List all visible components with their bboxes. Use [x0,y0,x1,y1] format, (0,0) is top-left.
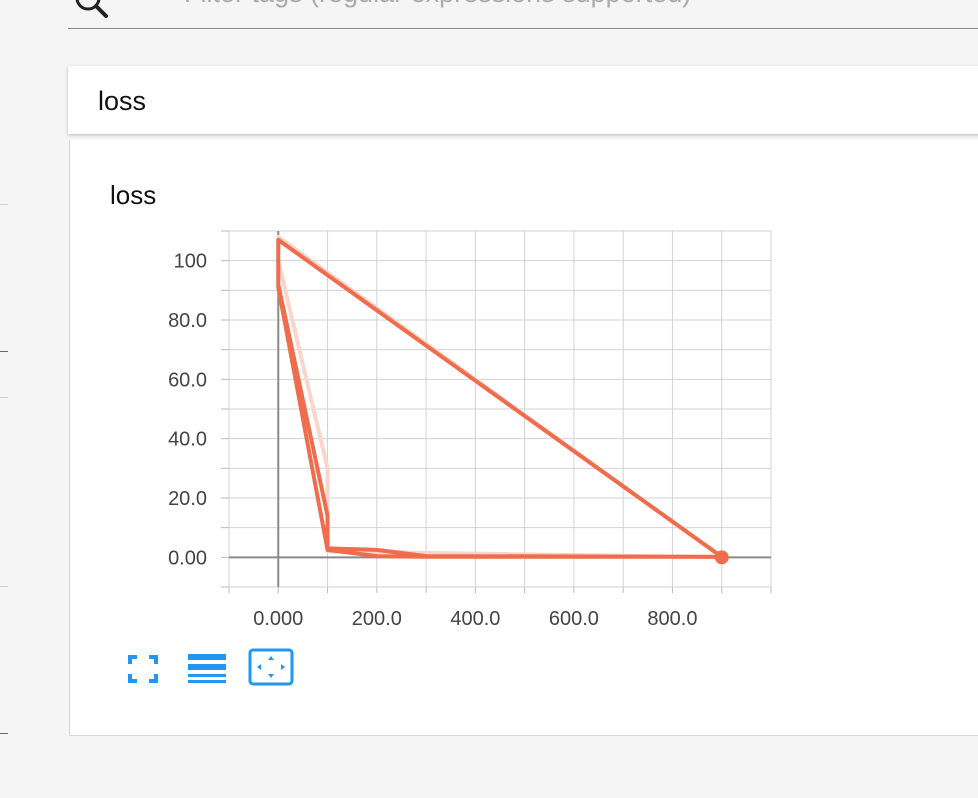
x-tick-label: 800.0 [647,608,697,630]
toggle-log-scale-button[interactable] [184,646,230,692]
sidebar-divider [0,351,8,352]
loss-chart[interactable]: 0.000 200.0 400.0 600.0 800.0 0.00 20.0 40.0 60.… [70,140,978,640]
y-tick-label: 40.0 [168,429,207,451]
series-end-marker [714,550,729,565]
list-icon [188,654,226,683]
y-tick-label: 0.00 [168,547,207,569]
x-tick-label: 600.0 [549,608,599,630]
y-tick-label: 60.0 [168,369,207,391]
sidebar-fragment: ) [0,306,1,332]
fit-domain-icon [248,648,294,686]
category-header[interactable]: loss [68,66,978,134]
fit-domain-button[interactable] [248,646,294,692]
x-tick-label: 200.0 [352,608,402,630]
sidebar-divider [0,204,8,205]
y-tick-label: 100 [174,251,207,273]
tag-filter-bar[interactable]: Filter tags (regular expressions support… [68,0,978,29]
sidebar-divider [0,586,8,587]
chart-card: loss 0.000 200.0 400.0 600.0 800.0 0.00 20.0 40… [69,140,978,736]
x-tick-label: 400.0 [450,608,500,630]
category-title: loss [98,86,147,116]
sidebar-divider [0,397,8,398]
y-tick-label: 20.0 [168,488,207,510]
tag-filter-placeholder[interactable]: Filter tags (regular expressions support… [184,0,691,9]
y-tick-label: 80.0 [168,310,207,332]
x-tick-label: 0.000 [253,608,303,630]
series-line-smoothed [276,237,724,559]
fit-to-screen-button[interactable] [120,646,166,692]
expand-icon [128,655,158,683]
search-icon [75,0,108,18]
chart-title: loss [110,180,157,210]
sidebar-divider [0,733,8,734]
